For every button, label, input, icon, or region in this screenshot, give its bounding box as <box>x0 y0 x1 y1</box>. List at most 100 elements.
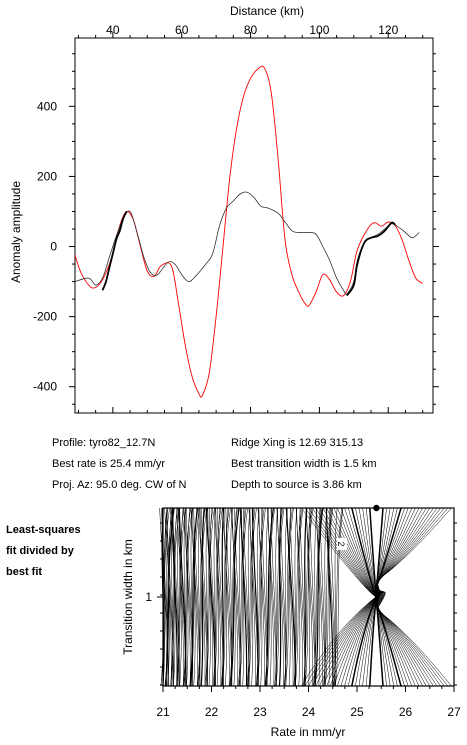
misfit-contour-steep <box>198 507 208 687</box>
misfit-contour-steep <box>280 507 287 687</box>
misfit-contour-steep <box>303 507 313 687</box>
ridge-crossing-label: Ridge Xing is 12.69 315.13 <box>231 437 364 449</box>
x-tick-label: 60 <box>175 23 189 37</box>
misfit-contour-steep <box>293 507 303 687</box>
misfit-contour-steep <box>166 507 172 687</box>
anomaly-chart-frame <box>74 37 434 414</box>
misfit-contour-steep <box>223 507 230 687</box>
misfit-contour-steep <box>290 507 296 687</box>
misfit-contour-steep <box>295 507 304 687</box>
misfit-contour-steep <box>165 507 168 687</box>
misfit-contour-steep <box>288 507 291 687</box>
misfit-contour-plot: 21 22 23 24 25 26 27 1 2 Rate in mm/yr Transiti… <box>121 504 461 739</box>
x-tick-label: 40 <box>106 23 120 37</box>
misfit-contour-steep <box>186 507 191 687</box>
observed-anomaly-line <box>74 191 420 295</box>
misfit-contour-steep <box>200 507 205 687</box>
misfit-contour-steep <box>323 507 333 687</box>
misfit-contour-lower <box>311 591 441 687</box>
transition-width-label: Best transition width is 1.5 km <box>231 458 377 470</box>
contour-x-tick-label: 21 <box>156 705 170 719</box>
fit-window-line-1 <box>101 211 128 291</box>
misfit-contour-steep <box>239 507 248 687</box>
misfit-contour-steep <box>193 507 198 687</box>
misfit-contour-lower <box>333 590 420 687</box>
contour-lines <box>159 507 452 687</box>
misfit-contour-steep <box>335 507 344 687</box>
misfit-contour-steep <box>170 507 180 687</box>
contour-x-tick-label: 23 <box>253 705 267 719</box>
x-axis-title: Distance (km) <box>230 4 304 18</box>
y-tick-label: -200 <box>33 310 57 324</box>
misfit-contour-steep <box>318 507 321 687</box>
misfit-contour-lower <box>344 590 409 687</box>
misfit-contour-steep <box>230 507 233 687</box>
side-note-line-1: Least-squares <box>6 524 81 536</box>
misfit-contour-steep <box>208 507 213 687</box>
misfit-contour-steep <box>243 507 250 687</box>
misfit-contour-steep <box>266 507 275 687</box>
misfit-contour-steep <box>275 507 285 687</box>
y-tick-label: 200 <box>37 169 57 183</box>
projection-azimuth-label: Proj. Az: 95.0 deg. CW of N <box>52 479 187 491</box>
anomaly-chart: 40 60 80 100 120 400 200 0 -200 -400 Distance (km… <box>9 4 439 414</box>
contour-x-tick-label: 26 <box>399 705 413 719</box>
contour-label: 2 <box>336 541 346 546</box>
misfit-contour-steep <box>249 507 256 687</box>
misfit-contour-steep <box>283 507 293 687</box>
misfit-contour-steep <box>198 507 200 687</box>
misfit-contour-steep <box>171 507 178 687</box>
misfit-contour-steep <box>216 507 221 687</box>
misfit-contour-steep <box>166 507 174 687</box>
misfit-contour-steep <box>285 507 294 687</box>
side-note-line-3: best fit <box>6 566 43 578</box>
misfit-contour-steep <box>164 507 174 687</box>
side-note-line-2: fit divided by <box>6 545 74 557</box>
misfit-contour-steep <box>221 507 225 687</box>
misfit-contour-steep <box>232 507 239 687</box>
misfit-contour-steep <box>205 507 208 687</box>
misfit-contour-steep <box>264 507 274 687</box>
misfit-contour-steep <box>192 507 198 687</box>
misfit-contour-steep <box>183 507 193 687</box>
depth-to-source-label: Depth to source is 3.86 km <box>231 479 362 491</box>
misfit-contour-steep <box>207 507 214 687</box>
misfit-contour-steep <box>178 507 187 687</box>
x-tick-label: 120 <box>378 23 398 37</box>
contour-x-tick-label: 22 <box>205 705 219 719</box>
misfit-contour-steep <box>270 507 277 687</box>
misfit-contour-steep <box>179 507 184 687</box>
contour-label-bg <box>337 538 347 550</box>
misfit-contour-lower <box>340 590 413 687</box>
misfit-contour-steep <box>257 507 266 687</box>
misfit-contour-steep <box>185 507 191 687</box>
y-tick-label: -400 <box>33 380 57 394</box>
anomaly-chart-series <box>74 65 423 398</box>
contour-y-axis-title: Transition width in km <box>121 539 135 655</box>
misfit-contour-steep <box>213 507 216 687</box>
best-fit-marker <box>373 504 380 512</box>
y-axis-title: Anomaly amplitude <box>9 181 23 283</box>
contour-plot-ticks: 21 22 23 24 25 26 27 1 <box>145 522 461 719</box>
anomaly-chart-ticks: 40 60 80 100 120 400 200 0 -200 -400 <box>33 23 439 413</box>
misfit-contour-steep <box>308 507 311 687</box>
misfit-contour-steep <box>213 507 223 687</box>
misfit-contour-lower <box>301 591 452 687</box>
model-anomaly-line <box>74 65 423 398</box>
misfit-contour-steep <box>251 507 259 687</box>
y-tick-label: 0 <box>50 240 57 254</box>
misfit-contour-steep <box>170 507 180 687</box>
misfit-contour-steep <box>190 507 200 687</box>
misfit-contour-steep <box>162 507 168 687</box>
misfit-contour-steep <box>230 507 240 687</box>
contour-x-tick-label: 27 <box>447 705 461 719</box>
misfit-contour-steep <box>298 507 301 687</box>
misfit-contour-steep <box>178 507 184 687</box>
misfit-contour-steep <box>172 507 180 687</box>
misfit-contour-steep <box>167 507 172 687</box>
contour-x-tick-label: 24 <box>302 705 316 719</box>
misfit-contour-steep <box>269 507 273 687</box>
contour-x-axis-title: Rate in mm/yr <box>271 725 346 739</box>
y-tick-label: 400 <box>37 99 57 113</box>
